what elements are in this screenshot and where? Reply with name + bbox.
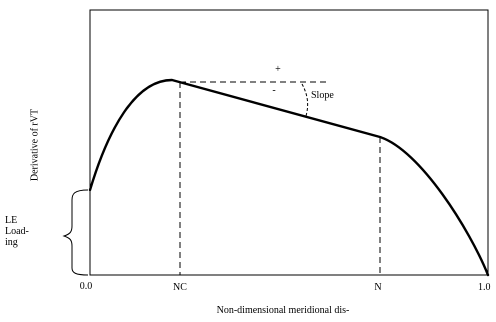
le-loading-label: LE Load- ing: [5, 215, 29, 248]
x-tick-1: 1.0: [478, 282, 491, 293]
loading-curve: [88, 78, 490, 277]
plot-frame: [89, 9, 489, 276]
minus-sign: -: [272, 85, 276, 96]
x-tick-nc: NC: [173, 282, 187, 293]
slope-angle-arc: [301, 83, 309, 117]
x-tick-0: 0.0: [79, 281, 93, 292]
plus-sign: +: [275, 64, 281, 75]
x-axis-label: Non-dimensional meridional dis-: [216, 305, 350, 316]
x-tick-n: N: [374, 282, 382, 293]
y-axis-label: Derivative of rVT: [29, 108, 41, 182]
slope-label: Slope: [311, 90, 334, 101]
le-loading-brace: [62, 189, 89, 276]
